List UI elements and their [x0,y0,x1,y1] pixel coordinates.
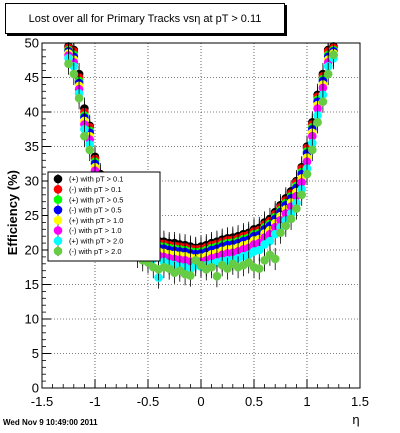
legend-label: (+) with pT > 2.0 [69,237,123,246]
data-point [297,190,307,200]
data-point [186,271,195,280]
data-point [313,118,322,127]
legend-marker [53,236,63,246]
data-point [276,228,285,238]
legend-box [47,171,161,262]
x-axis-title: η [352,412,359,427]
x-tick-label: 0.5 [245,394,263,409]
data-point [318,97,328,106]
legend-marker [53,226,63,235]
data-point [323,69,333,79]
data-point [329,50,338,60]
legend-marker [53,215,63,225]
y-tick-label: 35 [25,139,39,154]
legend-label: (+) with pT > 1.0 [69,216,123,225]
data-point [254,264,264,273]
legend-label: (-) with pT > 0.5 [69,206,122,215]
y-tick-label: 0 [32,381,39,396]
chart-title-box: Lost over all for Primary Tracks vsη at … [5,3,285,34]
legend-marker [53,246,63,256]
data-point [286,214,296,224]
legend-marker [53,195,63,204]
y-tick-label: 10 [25,312,39,327]
chart-title: Lost over all for Primary Tracks vsη at … [28,12,262,25]
data-point [80,131,89,141]
data-point [265,236,275,246]
data-point [260,256,269,265]
legend-label: (-) with pT > 1.0 [69,226,122,235]
y-tick-label: 5 [32,346,39,361]
data-point [254,245,264,255]
data-point [74,93,84,103]
timestamp: Wed Nov 9 10:49:00 2011 [3,418,98,427]
data-point [64,59,73,68]
x-tick-label: -0.5 [137,394,159,409]
data-point [292,204,301,213]
x-tick-label: 1 [303,394,310,409]
data-point [69,69,79,79]
axis-ticks [41,42,361,389]
y-axis-title: Efficiency (%) [5,170,20,255]
y-tick-label: 40 [25,105,39,120]
legend: (+) with pT > 0.1(-) with pT > 0.1(+) wi… [47,171,161,262]
data-point [281,221,291,231]
legend-label: (-) with pT > 2.0 [69,247,122,256]
x-tick-labels: -1.5 -1 -0.5 0 0.5 1 1.5 [31,394,369,409]
legend-marker [53,205,63,215]
x-tick-label: 0 [197,394,204,409]
legend-label: (+) with pT > 0.1 [69,175,123,184]
y-tick-label: 25 [25,208,39,223]
data-point [85,145,94,155]
grid-lines [42,43,360,388]
legend-marker [53,174,63,184]
data-point [212,271,222,281]
legend-label: (-) with pT > 0.1 [69,185,122,194]
y-tick-labels: 0 5 10 15 20 25 30 35 40 45 50 [25,36,39,396]
x-tick-label: -1.5 [31,394,53,409]
x-tick-label: 1.5 [351,394,369,409]
data-point [207,262,216,272]
legend-label: (+) with pT > 0.5 [69,195,123,204]
y-tick-label: 30 [25,174,39,189]
y-tick-label: 20 [25,243,39,258]
data-point [302,169,312,179]
y-tick-label: 50 [25,36,39,51]
y-tick-label: 15 [25,277,39,292]
x-tick-label: -1 [89,394,101,409]
y-tick-label: 45 [25,70,39,85]
data-point [308,145,317,155]
data-point [270,254,280,264]
legend-marker [53,185,63,194]
